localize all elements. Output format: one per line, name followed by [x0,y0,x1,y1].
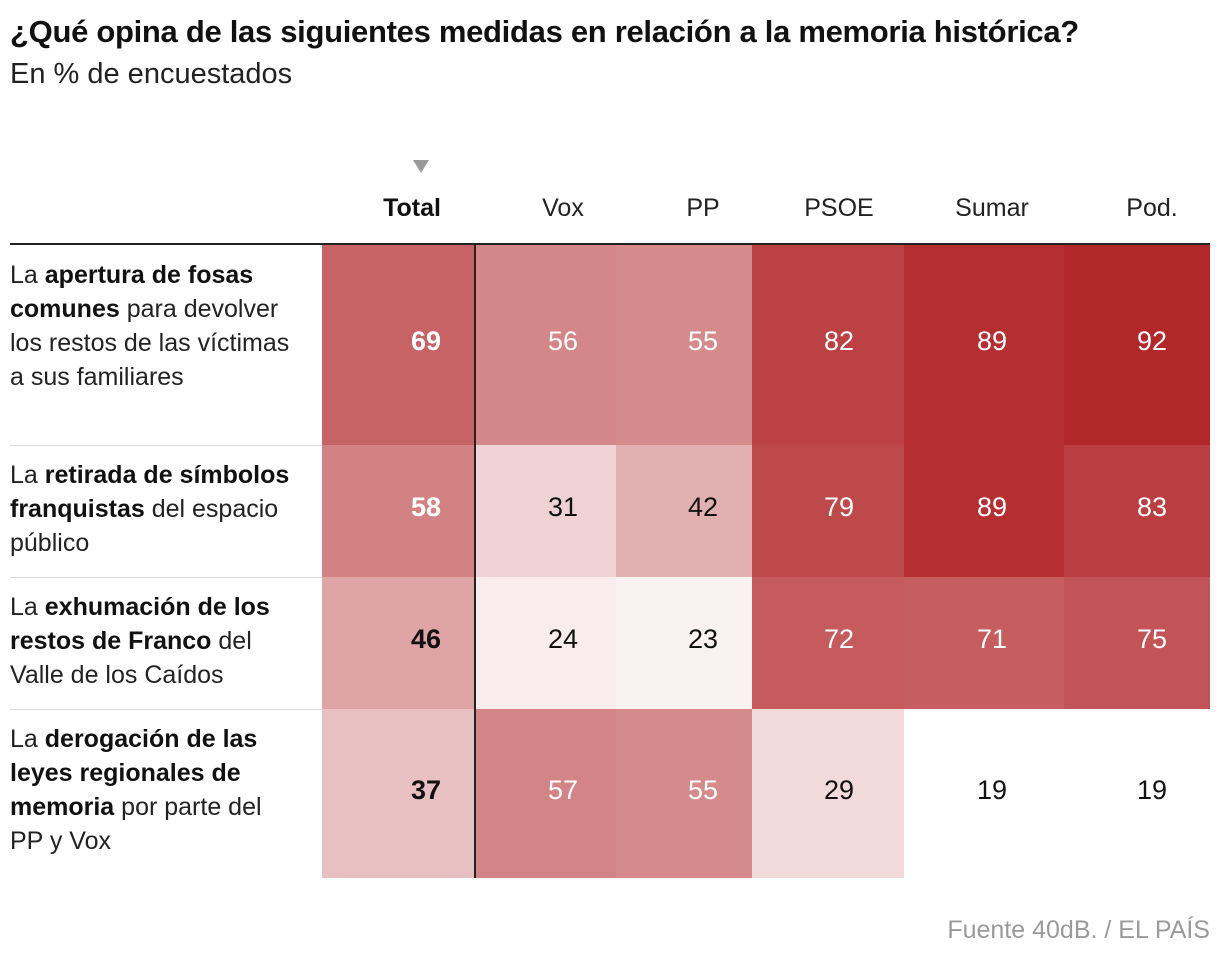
cell-value: 89 [976,492,1008,522]
heatmap-cell [475,709,616,878]
row-label-emphasis: derogación de las leyes regionales de me… [10,725,258,821]
cell-value: 19 [1136,774,1168,805]
column-header-pp[interactable]: PP [686,194,720,222]
heatmap-cell [475,445,616,577]
cell-value: 55 [687,326,719,356]
heatmap-cell [322,245,475,445]
cell-value: 58 [410,492,441,522]
heatmap-cell [752,245,904,445]
heatmap-cell [1064,245,1210,445]
row-label: La exhumación de los restos de Franco de… [10,590,305,692]
heatmap-cell [322,445,475,577]
heatmap-cell [904,445,1064,577]
cell-value: 37 [410,774,441,805]
heatmap-cell [322,709,475,878]
row-label-text: La [10,261,45,289]
column-header-sumar[interactable]: Sumar [955,194,1029,222]
heatmap-cell [904,245,1064,445]
heatmap-cell [1064,577,1210,709]
heatmap-cell [752,577,904,709]
cell-value: 72 [823,624,855,654]
cell-value: 89 [976,326,1008,356]
row-label: La derogación de las leyes regionales de… [10,722,300,858]
row-label-text: para devolver los restos de las víctimas… [10,295,290,391]
cell-value: 56 [547,326,579,356]
heatmap-cell [752,445,904,577]
heatmap-cell [1064,445,1210,577]
heatmap-cell [752,709,904,878]
cell-value: 82 [823,326,855,356]
heatmap-cell [616,245,752,445]
cell-value: 42 [687,492,719,522]
column-header-pod[interactable]: Pod. [1126,194,1178,222]
row-label-text: del Valle de los Caídos [10,627,252,689]
cell-value: 31 [547,492,579,522]
row-label-text: La [10,461,45,489]
cell-value: 57 [547,774,579,805]
column-header-total[interactable]: Total [383,194,441,222]
cell-value: 55 [687,774,719,805]
cell-value: 19 [976,774,1008,805]
cell-value: 75 [1136,624,1168,654]
chart-title: ¿Qué opina de las siguientes medidas en … [10,14,1079,49]
row-label: La apertura de fosas comunes para devolv… [10,258,290,394]
source-note: Fuente 40dB. / EL PAÍS [947,916,1210,944]
header-rule [10,243,1210,245]
row-label-emphasis: retirada de símbolos franquistas [10,461,290,523]
row-label-emphasis: apertura de fosas comunes [10,261,254,323]
row-label-text: La [10,725,45,753]
heatmap-cell [616,709,752,878]
cell-value: 69 [410,326,441,356]
row-separator [10,577,322,578]
heatmap-cell [475,245,616,445]
heatmap-cell [616,445,752,577]
total-column-divider [474,245,476,878]
cell-value: 71 [976,624,1008,654]
heatmap-cell [322,577,475,709]
row-label-emphasis: exhumación de los restos de Franco [10,593,270,655]
row-label-text: por parte del PP y Vox [10,793,262,855]
column-header-vox[interactable]: Vox [542,194,584,222]
row-label-text: del espacio público [10,495,279,557]
cell-value: 23 [687,624,719,654]
chart-subtitle: En % de encuestados [10,58,293,90]
heatmap-cell [1064,709,1210,878]
row-label: La retirada de símbolos franquistas del … [10,458,295,560]
cell-value: 92 [1136,326,1168,356]
row-separator [10,445,322,446]
cell-value: 24 [547,624,579,654]
heatmap-cell [616,577,752,709]
heatmap-cell [904,709,1064,878]
heatmap-cell [475,577,616,709]
column-header-psoe[interactable]: PSOE [804,194,874,222]
cell-value: 29 [823,774,855,805]
cell-value: 79 [823,492,855,522]
row-separator [10,709,322,710]
row-label-text: La [10,593,45,621]
sort-down-icon[interactable] [413,160,429,173]
cell-value: 46 [410,624,441,654]
heatmap-cell [904,577,1064,709]
cell-value: 83 [1136,492,1168,522]
